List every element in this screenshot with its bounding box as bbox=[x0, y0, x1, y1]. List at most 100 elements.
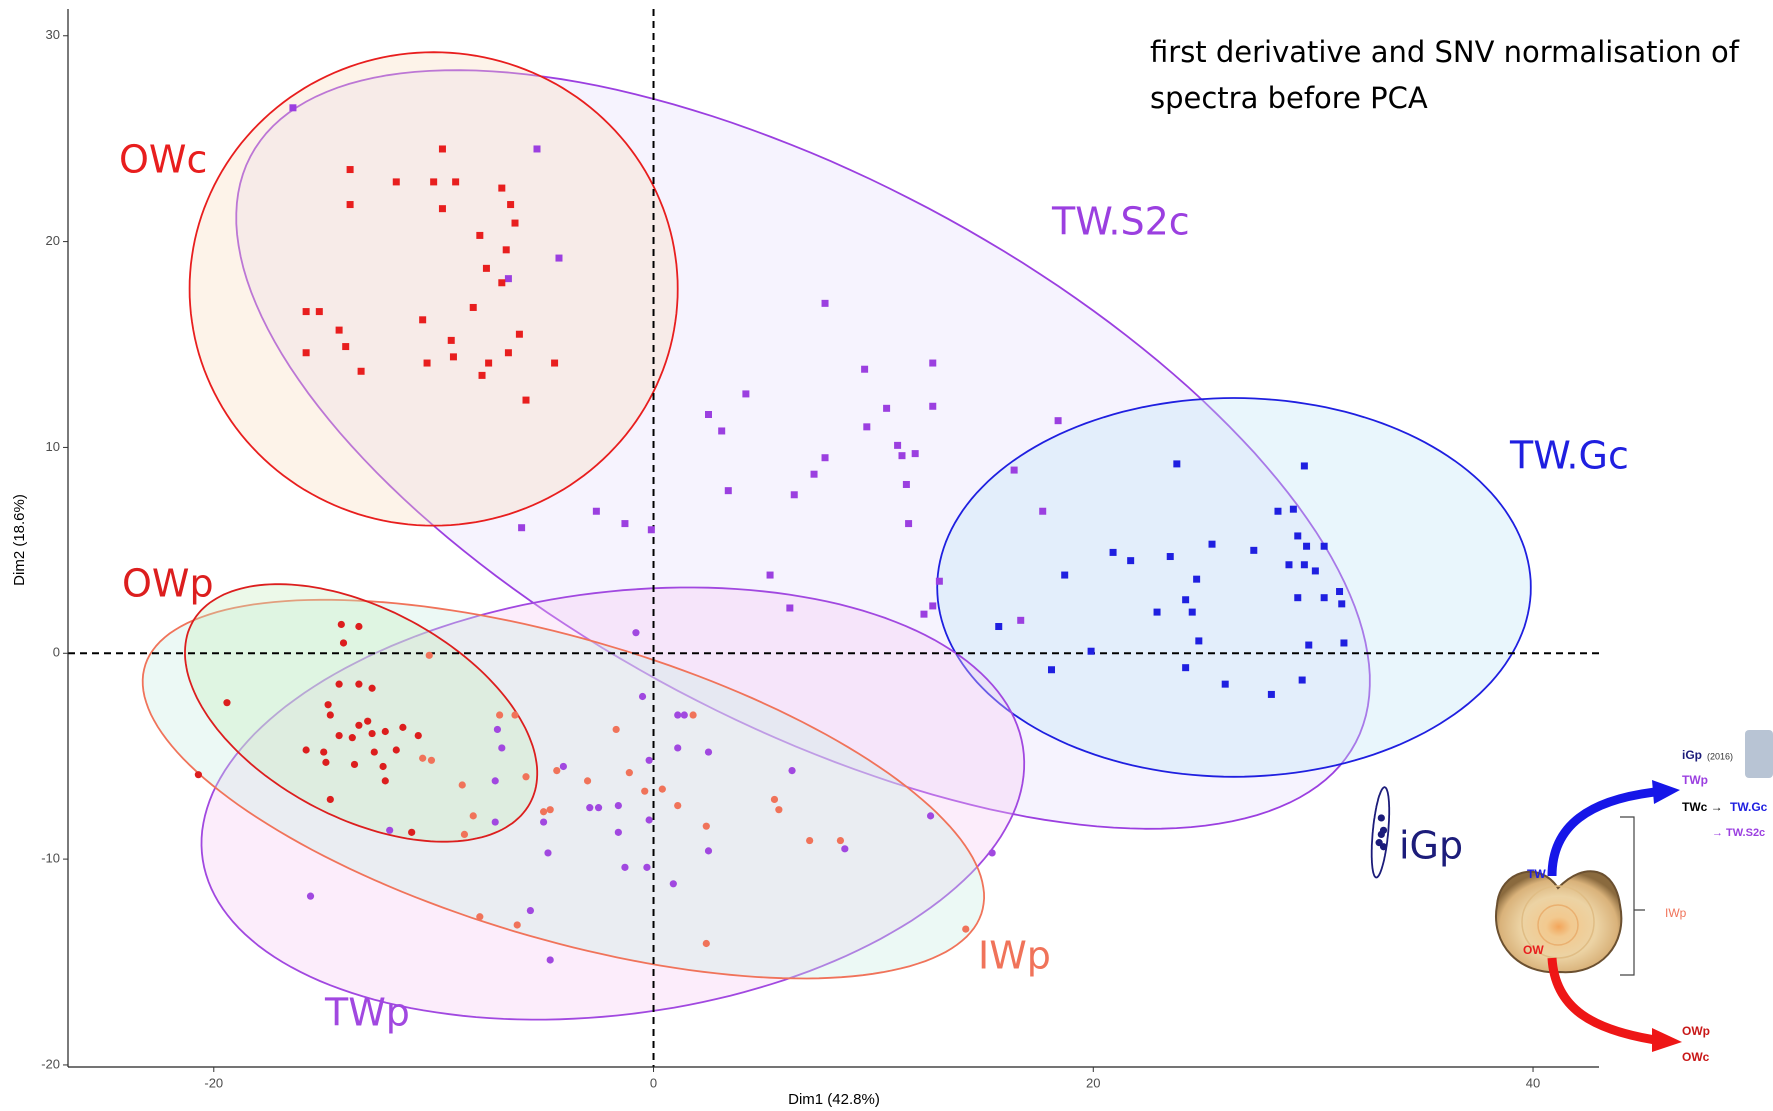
series-points bbox=[995, 460, 1348, 698]
point bbox=[592, 507, 600, 515]
point bbox=[1305, 641, 1313, 649]
point bbox=[861, 365, 869, 373]
point bbox=[742, 390, 750, 398]
point bbox=[883, 404, 891, 412]
point bbox=[379, 762, 387, 771]
point bbox=[821, 299, 829, 307]
point bbox=[518, 524, 526, 532]
point bbox=[355, 721, 363, 729]
point bbox=[674, 801, 682, 810]
group-label: TW.Gc bbox=[1509, 434, 1629, 478]
point bbox=[425, 651, 433, 659]
point bbox=[423, 359, 431, 367]
point bbox=[724, 487, 732, 495]
point bbox=[621, 520, 629, 528]
point bbox=[539, 808, 548, 816]
group-label: TWp bbox=[324, 991, 410, 1035]
point bbox=[289, 104, 297, 112]
group-label: OWc bbox=[119, 138, 207, 182]
point bbox=[841, 845, 849, 853]
point bbox=[546, 806, 554, 814]
point bbox=[1289, 505, 1297, 513]
point bbox=[641, 787, 649, 795]
point bbox=[476, 231, 484, 239]
point bbox=[1267, 690, 1275, 698]
point bbox=[348, 734, 356, 742]
point bbox=[1010, 466, 1018, 474]
point bbox=[645, 756, 653, 764]
point bbox=[1061, 571, 1069, 579]
point bbox=[355, 622, 363, 631]
point bbox=[346, 201, 354, 209]
point bbox=[357, 367, 365, 375]
confidence-ellipse bbox=[235, 69, 1371, 830]
point bbox=[491, 818, 499, 826]
x-tick-label: 0 bbox=[650, 1075, 657, 1090]
y-tick-label: 10 bbox=[46, 439, 60, 454]
point bbox=[704, 748, 713, 756]
point bbox=[935, 577, 943, 585]
arrowhead bbox=[1652, 780, 1680, 804]
inset-label: IWp bbox=[1665, 906, 1687, 920]
point bbox=[368, 684, 376, 692]
point bbox=[863, 423, 871, 431]
point bbox=[929, 602, 937, 610]
point bbox=[995, 623, 1003, 631]
series-points bbox=[289, 104, 1062, 624]
point bbox=[1311, 567, 1319, 575]
point bbox=[458, 781, 466, 789]
inset-label: TW.Gc bbox=[1730, 800, 1768, 814]
x-tick-label: 40 bbox=[1526, 1075, 1540, 1090]
point bbox=[370, 748, 378, 756]
point bbox=[326, 711, 334, 719]
point bbox=[223, 699, 231, 707]
confidence-ellipse bbox=[200, 586, 1026, 1021]
point bbox=[498, 279, 506, 287]
point bbox=[962, 925, 970, 933]
point bbox=[533, 145, 541, 153]
point bbox=[302, 308, 310, 316]
point bbox=[905, 520, 913, 528]
inset-label: iGp bbox=[1682, 748, 1702, 762]
plot-area: -20 0 20 40 -20 -10 0 10 20 30 bbox=[41, 9, 1599, 1090]
point bbox=[476, 913, 484, 921]
point bbox=[1153, 608, 1161, 616]
point bbox=[1054, 417, 1062, 425]
inset-icon bbox=[1745, 730, 1773, 778]
inset-label: TW bbox=[1527, 867, 1546, 881]
point bbox=[775, 806, 783, 814]
point bbox=[326, 795, 334, 804]
point bbox=[786, 604, 794, 612]
point bbox=[364, 717, 372, 725]
point bbox=[583, 777, 592, 785]
point bbox=[1017, 616, 1025, 624]
point bbox=[614, 801, 622, 810]
point bbox=[702, 939, 710, 948]
point bbox=[621, 863, 629, 871]
arrowhead bbox=[1652, 1028, 1682, 1052]
point bbox=[718, 427, 726, 435]
point bbox=[643, 863, 651, 871]
point bbox=[669, 880, 677, 888]
group-label: OWp bbox=[122, 562, 214, 606]
point bbox=[320, 748, 328, 756]
point bbox=[449, 353, 457, 361]
point bbox=[302, 746, 310, 754]
point bbox=[1048, 666, 1056, 674]
point bbox=[526, 906, 535, 915]
series-points bbox=[306, 629, 996, 964]
group-label: IWp bbox=[978, 934, 1051, 978]
wood-ring bbox=[1521, 885, 1595, 959]
point bbox=[705, 410, 713, 418]
point bbox=[498, 184, 506, 192]
bracket bbox=[1620, 816, 1645, 976]
point bbox=[502, 246, 510, 254]
point bbox=[770, 795, 779, 804]
point bbox=[427, 756, 436, 764]
point bbox=[1173, 460, 1181, 468]
point bbox=[612, 725, 620, 734]
series-points bbox=[1375, 814, 1388, 851]
y-tick-label: -10 bbox=[41, 851, 60, 866]
